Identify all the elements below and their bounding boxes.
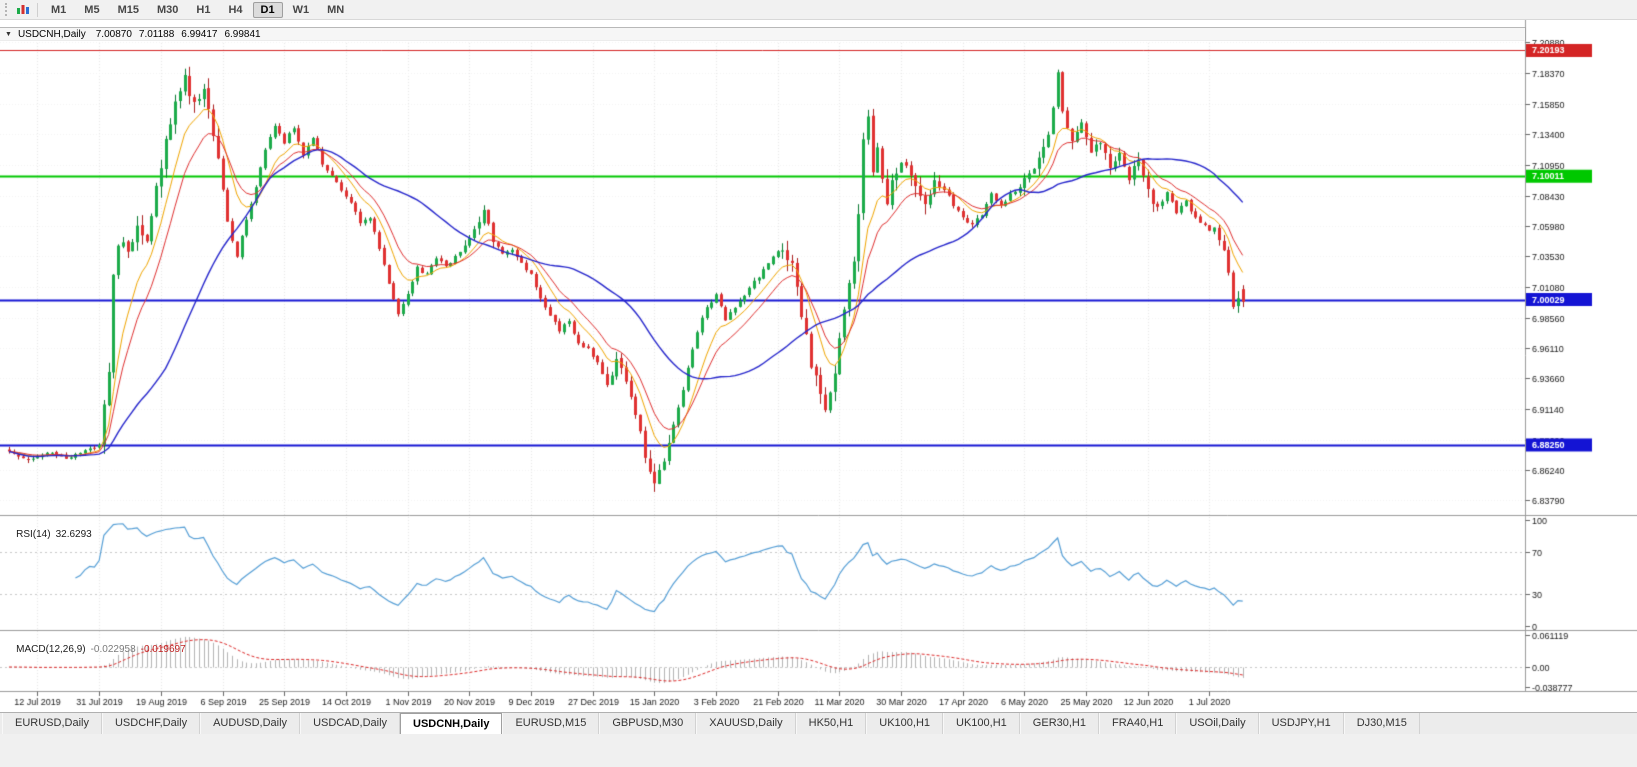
timeframe-button-m15[interactable]: M15	[110, 2, 147, 18]
macd-name: MACD(12,26,9)	[16, 644, 86, 655]
ohlc-close-value: 6.99841	[224, 28, 261, 40]
chart-tab-usdjpy-h1[interactable]: USDJPY,H1	[1258, 713, 1344, 734]
rsi-indicator-label: RSI(14) 32.6293	[5, 518, 92, 551]
ohlc-high-value: 7.01188	[138, 28, 175, 40]
toolbar-drag-grip[interactable]	[5, 3, 10, 16]
chart-tab-ger30-h1[interactable]: GER30,H1	[1019, 713, 1099, 734]
chart-tabs-bar: EURUSD,Daily USDCHF,Daily AUDUSD,Daily USDC…	[0, 712, 1637, 734]
ohlc-low-value: 6.99417	[181, 28, 218, 40]
timeframe-button-h1[interactable]: H1	[188, 2, 218, 18]
macd-main-value: -0.022958	[90, 644, 136, 655]
chart-tab-usdchf-daily[interactable]: USDCHF,Daily	[101, 713, 201, 734]
chart-tab-uk100-h1[interactable]: UK100,H1	[943, 713, 1020, 734]
timeframe-toolbar: M1 M5 M15 M30 H1 H4 D1 W1 MN	[0, 0, 1637, 20]
chart-tab-uk100-h1[interactable]: UK100,H1	[866, 713, 944, 734]
chart-tab-dj30-m15[interactable]: DJ30,M15	[1343, 713, 1420, 734]
chart-symbol-label: USDCNH,Daily	[17, 28, 86, 40]
chart-tab-usoil-daily[interactable]: USOil,Daily	[1176, 713, 1259, 734]
chart-tab-gbpusd-m30[interactable]: GBPUSD,M30	[599, 713, 697, 734]
chart-tab-usdcnh-daily[interactable]: USDCNH,Daily	[400, 713, 503, 734]
collapse-chart-icon[interactable]: ▼	[5, 30, 12, 38]
chart-tab-hk50-h1[interactable]: HK50,H1	[795, 713, 867, 734]
periodicity-icon[interactable]	[14, 2, 32, 18]
window-bottom-area	[0, 734, 1637, 767]
macd-indicator-label: MACD(12,26,9) -0.022958 -0.019697	[5, 633, 186, 666]
timeframe-button-m30[interactable]: M30	[149, 2, 186, 18]
mini-chart-icon	[17, 5, 29, 14]
rsi-current-value: 32.6293	[55, 529, 92, 540]
chart-window: ▼ USDCNH,Daily 7.00870 7.01188 6.99417 6…	[0, 20, 1637, 712]
toolbar-separator	[37, 2, 38, 17]
chart-title-bar: ▼ USDCNH,Daily 7.00870 7.01188 6.99417 6…	[0, 27, 1525, 41]
rsi-name: RSI(14)	[16, 529, 51, 540]
chart-tab-fra40-h1[interactable]: FRA40,H1	[1099, 713, 1177, 734]
chart-tab-eurusd-daily[interactable]: EURUSD,Daily	[2, 713, 102, 734]
timeframe-button-m5[interactable]: M5	[76, 2, 107, 18]
macd-signal-value: -0.019697	[140, 644, 186, 655]
chart-tab-xauusd-daily[interactable]: XAUUSD,Daily	[696, 713, 796, 734]
chart-tab-audusd-daily[interactable]: AUDUSD,Daily	[200, 713, 301, 734]
timeframe-button-h4[interactable]: H4	[220, 2, 250, 18]
timeframe-buttons: M1 M5 M15 M30 H1 H4 D1 W1 MN	[42, 1, 353, 18]
price-chart-canvas[interactable]	[0, 20, 1637, 712]
timeframe-button-d1[interactable]: D1	[252, 1, 283, 18]
chart-tab-eurusd-m15[interactable]: EURUSD,M15	[502, 713, 600, 734]
timeframe-button-mn[interactable]: MN	[319, 2, 352, 18]
chart-tab-usdcad-daily[interactable]: USDCAD,Daily	[300, 713, 401, 734]
timeframe-button-w1[interactable]: W1	[285, 2, 318, 18]
ohlc-open-value: 7.00870	[95, 28, 132, 40]
timeframe-button-m1[interactable]: M1	[43, 2, 74, 18]
